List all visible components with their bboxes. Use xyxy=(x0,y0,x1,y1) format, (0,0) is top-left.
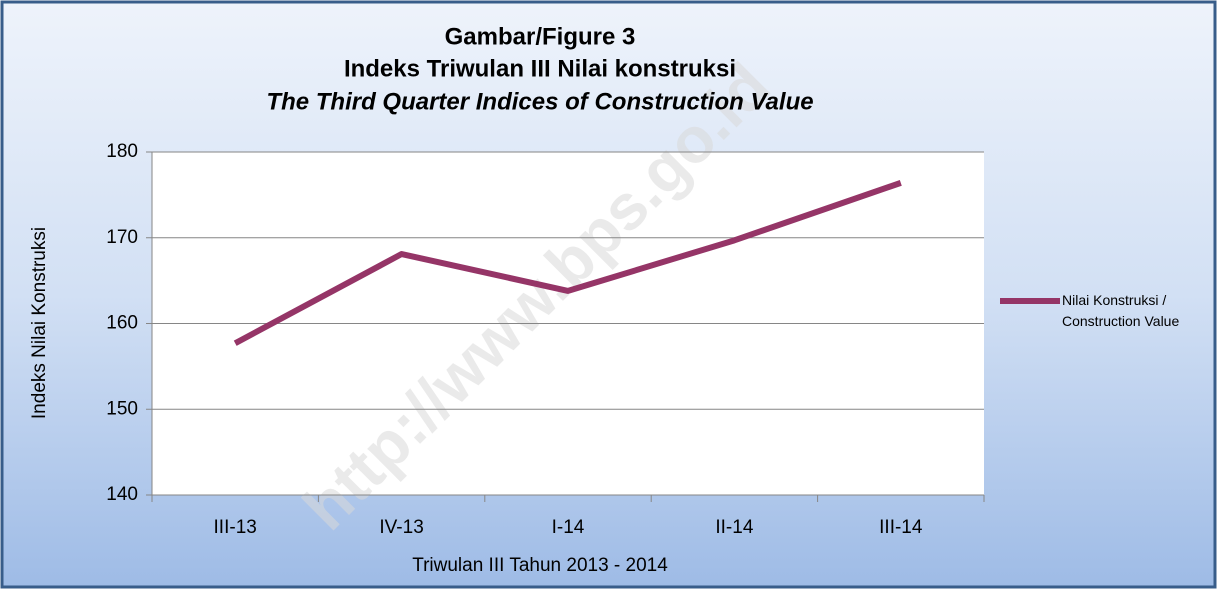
x-tick-label: III-13 xyxy=(214,517,257,538)
x-tick-label: III-14 xyxy=(879,517,923,538)
y-tick-label: 140 xyxy=(106,484,138,505)
y-tick-label: 180 xyxy=(106,141,138,162)
chart-subtitle: The Third Quarter Indices of Constructio… xyxy=(266,88,813,115)
y-axis-title: Indeks Nilai Konstruksi xyxy=(29,227,50,419)
chart-title: Gambar/Figure 3 xyxy=(445,23,636,50)
y-tick-label: 170 xyxy=(106,227,138,248)
legend-label: Nilai Konstruksi / Construction Value xyxy=(1062,292,1180,329)
x-axis-title: Triwulan III Tahun 2013 - 2014 xyxy=(412,555,668,576)
data-line xyxy=(233,180,902,346)
y-tick-label: 150 xyxy=(106,398,138,419)
x-tick-label: I-14 xyxy=(552,517,585,538)
x-tick-label: II-14 xyxy=(715,517,753,538)
x-tick-label: IV-13 xyxy=(379,517,423,538)
y-tick-label: 160 xyxy=(106,313,138,334)
chart-title: Indeks Triwulan III Nilai konstruksi xyxy=(344,55,736,82)
